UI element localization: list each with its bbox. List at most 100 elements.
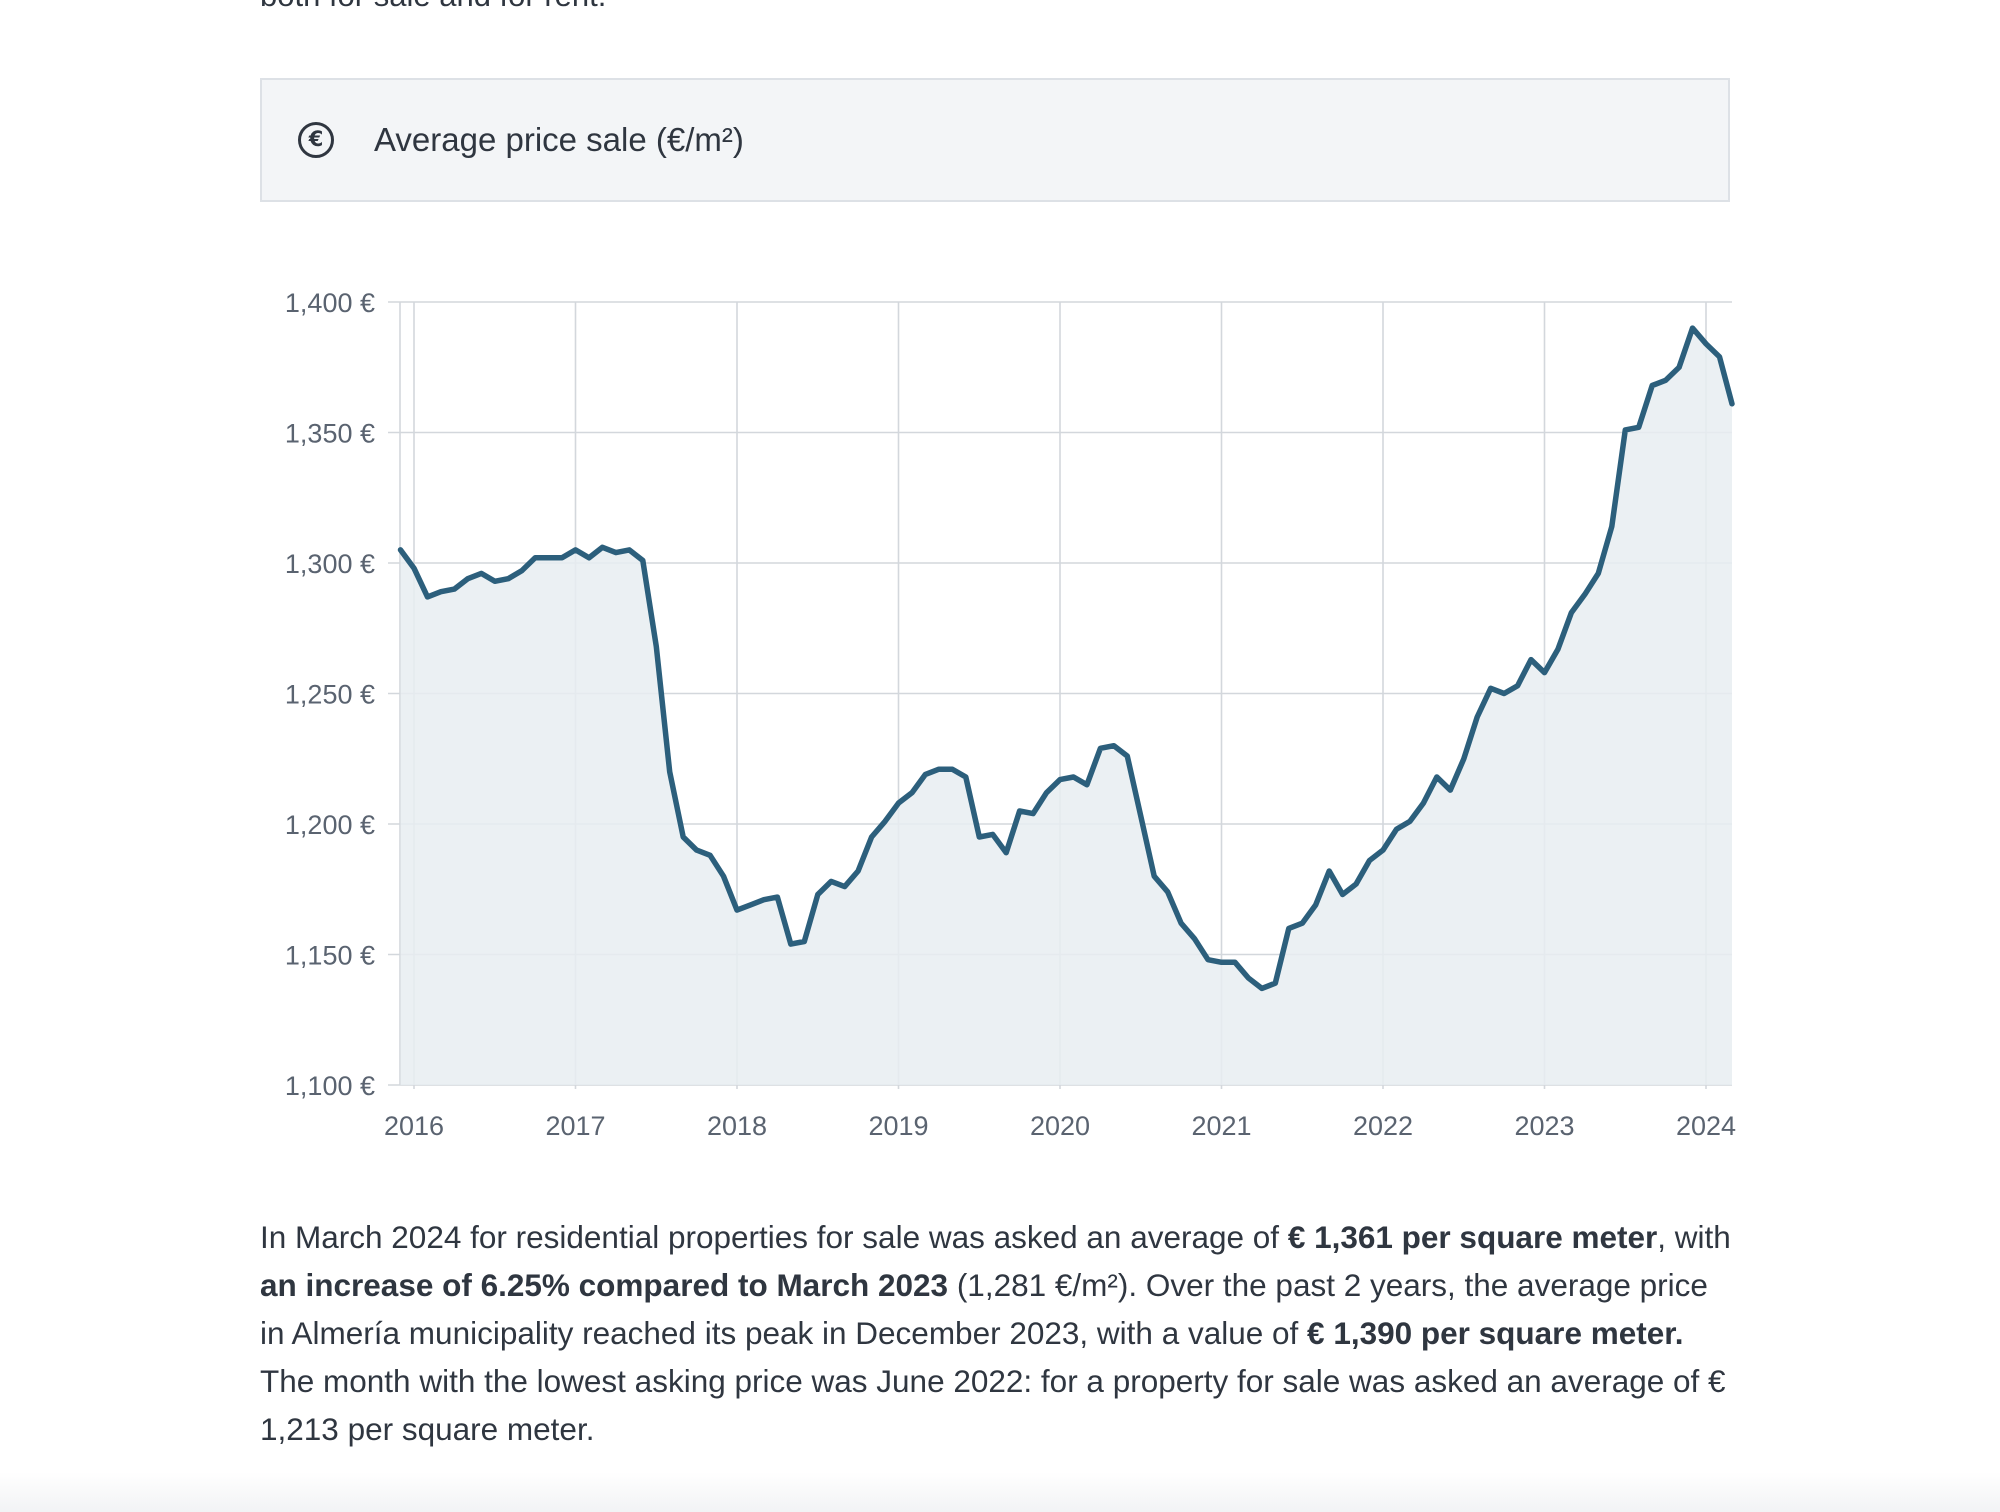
data-point [1206, 957, 1211, 962]
summary-text-3: (1,281 €/m²). Over the past 2 years, the… [260, 1267, 1708, 1351]
x-tick-label: 2023 [1514, 1111, 1574, 1141]
data-point [1515, 683, 1520, 688]
summary-bold-1: € 1,361 per square meter [1287, 1219, 1658, 1255]
data-point [1246, 975, 1251, 980]
bottom-fade [0, 1472, 2000, 1512]
data-point [1636, 425, 1641, 430]
data-point [1004, 850, 1009, 855]
data-point [1111, 743, 1116, 748]
x-tick-label: 2020 [1030, 1111, 1090, 1141]
data-point [883, 819, 888, 824]
data-point [1192, 936, 1197, 941]
data-point [1367, 858, 1372, 863]
data-point [950, 767, 955, 772]
data-point [452, 587, 457, 592]
data-point [775, 895, 780, 900]
data-point [1663, 378, 1668, 383]
summary-text-4: The month with the lowest asking price w… [260, 1363, 1726, 1447]
data-point [869, 835, 874, 840]
data-point [1690, 326, 1695, 331]
data-point [1300, 921, 1305, 926]
data-point [909, 790, 914, 795]
data-point [761, 897, 766, 902]
data-point [829, 879, 834, 884]
data-point [1677, 365, 1682, 370]
data-point [1569, 610, 1574, 615]
data-point [721, 874, 726, 879]
data-point [1031, 811, 1036, 816]
chart-series-line [397, 325, 1735, 992]
data-point [1650, 383, 1655, 388]
x-tick-label: 2017 [545, 1111, 605, 1141]
data-point [1084, 782, 1089, 787]
x-tick-label: 2019 [868, 1111, 928, 1141]
data-point [788, 942, 793, 947]
data-point [856, 868, 861, 873]
data-point [654, 644, 659, 649]
summary-text-1: In March 2024 for residential properties… [260, 1219, 1288, 1255]
data-point [1125, 754, 1130, 759]
data-point [936, 767, 941, 772]
data-point [1327, 868, 1332, 873]
x-tick-label: 2016 [384, 1111, 444, 1141]
data-point [735, 908, 740, 913]
data-point [1219, 960, 1224, 965]
data-point [748, 902, 753, 907]
chart-header: € Average price sale (€/m²) [260, 78, 1730, 202]
data-point [1407, 819, 1412, 824]
data-point [1609, 524, 1614, 529]
data-point [1717, 354, 1722, 359]
data-point [627, 547, 632, 552]
data-point [1354, 882, 1359, 887]
data-point [613, 550, 618, 555]
data-point [573, 547, 578, 552]
data-point [1529, 657, 1534, 662]
x-tick-label: 2018 [707, 1111, 767, 1141]
data-point [533, 555, 538, 560]
data-point [708, 853, 713, 858]
data-point [412, 566, 417, 571]
data-point [896, 801, 901, 806]
data-point [990, 832, 995, 837]
data-point [1340, 892, 1345, 897]
data-point [1421, 801, 1426, 806]
data-point [492, 579, 497, 584]
data-point [694, 848, 699, 853]
summary-text-2: , with [1657, 1219, 1731, 1255]
data-point [1448, 788, 1453, 793]
data-point [1542, 670, 1547, 675]
data-point [1313, 902, 1318, 907]
y-tick-label: 1,300 € [285, 549, 375, 579]
y-tick-label: 1,350 € [285, 419, 375, 449]
data-point [923, 772, 928, 777]
data-point [1434, 775, 1439, 780]
data-point [815, 892, 820, 897]
price-summary-paragraph: In March 2024 for residential properties… [260, 1213, 1740, 1453]
y-tick-label: 1,400 € [285, 288, 375, 318]
y-tick-label: 1,150 € [285, 941, 375, 971]
data-point [1152, 874, 1157, 879]
summary-bold-3: € 1,390 per square meter. [1307, 1315, 1684, 1351]
data-point [1704, 341, 1709, 346]
data-point [1286, 926, 1291, 931]
x-tick-label: 2021 [1191, 1111, 1251, 1141]
summary-bold-2: an increase of 6.25% compared to March 2… [260, 1267, 949, 1303]
data-point [1232, 960, 1237, 965]
chart-area-fill [400, 328, 1732, 1086]
data-point [1394, 827, 1399, 832]
data-point [667, 769, 672, 774]
data-point [1582, 592, 1587, 597]
data-point [546, 555, 551, 560]
data-point [1273, 981, 1278, 986]
data-point [1502, 691, 1507, 696]
data-point [1381, 848, 1386, 853]
data-point [977, 835, 982, 840]
data-point [1138, 814, 1143, 819]
data-point [465, 576, 470, 581]
y-tick-label: 1,100 € [285, 1071, 375, 1101]
data-point [802, 939, 807, 944]
data-point [1165, 889, 1170, 894]
data-point [1179, 921, 1184, 926]
data-point [479, 571, 484, 576]
chart-title: Average price sale (€/m²) [374, 121, 744, 158]
